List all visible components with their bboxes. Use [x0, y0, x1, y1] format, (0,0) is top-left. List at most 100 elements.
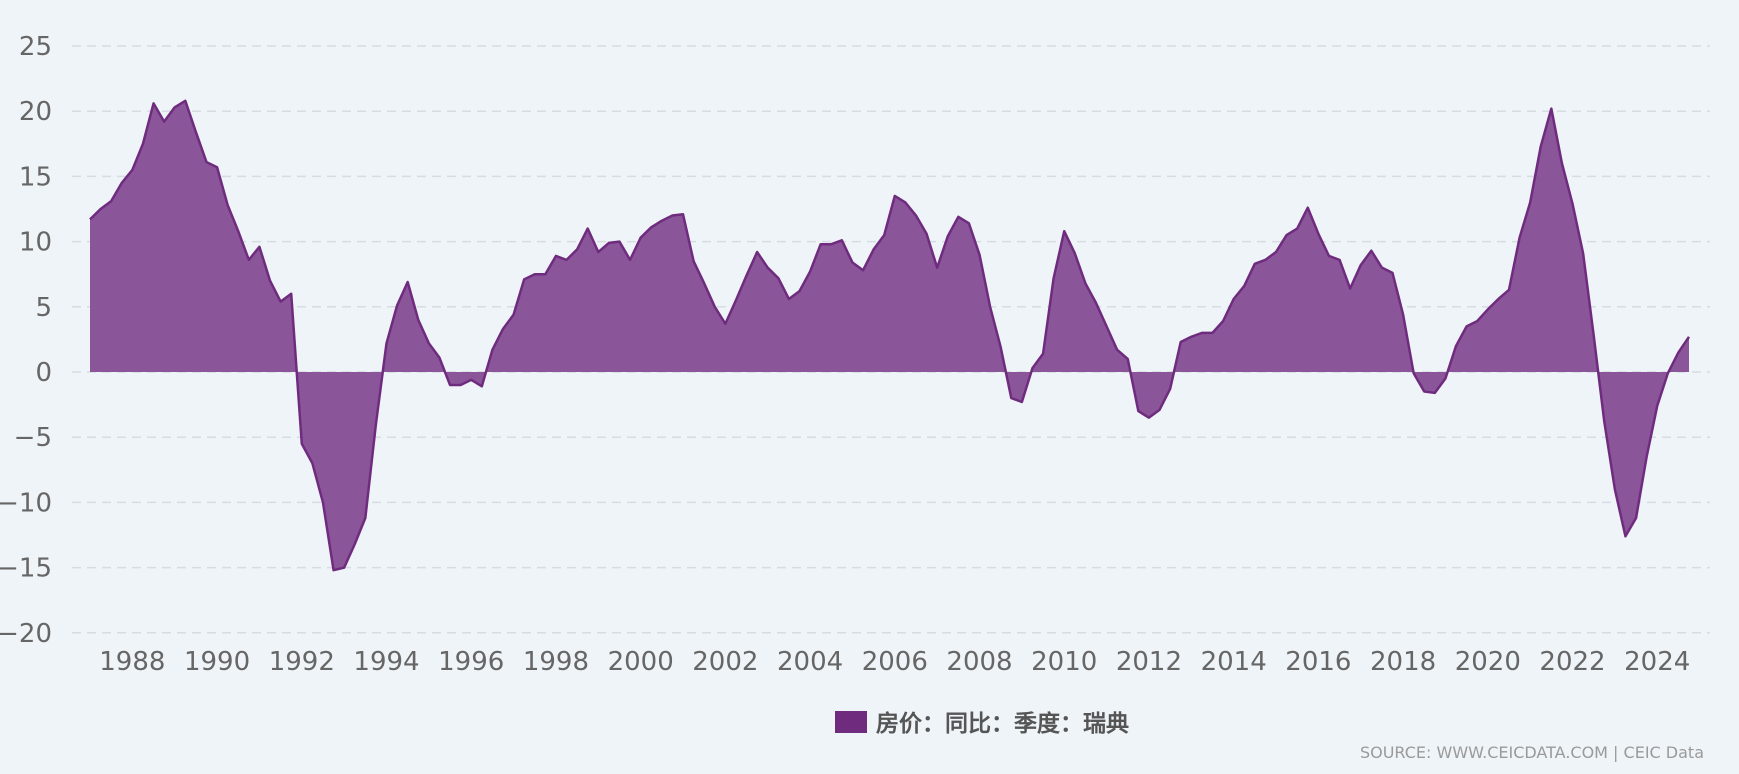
data-point[interactable]: [415, 317, 421, 323]
data-point[interactable]: [1453, 343, 1459, 349]
data-point[interactable]: [87, 216, 93, 222]
data-point[interactable]: [1284, 232, 1290, 238]
data-point[interactable]: [1665, 370, 1671, 376]
data-point[interactable]: [1580, 250, 1586, 256]
data-point[interactable]: [902, 199, 908, 205]
data-point[interactable]: [331, 567, 337, 573]
data-point[interactable]: [765, 265, 771, 271]
data-point[interactable]: [1040, 351, 1046, 357]
data-point[interactable]: [521, 276, 527, 282]
data-point[interactable]: [1093, 300, 1099, 306]
data-point[interactable]: [1379, 265, 1385, 271]
data-point[interactable]: [1188, 334, 1194, 340]
data-point[interactable]: [542, 271, 548, 277]
data-point[interactable]: [892, 193, 898, 199]
data-point[interactable]: [1104, 323, 1110, 329]
data-point[interactable]: [1411, 370, 1417, 376]
source-label[interactable]: SOURCE: WWW.CEICDATA.COM | CEIC Data: [1360, 743, 1704, 762]
data-point[interactable]: [384, 340, 390, 346]
data-point[interactable]: [945, 233, 951, 239]
data-point[interactable]: [998, 344, 1004, 350]
data-point[interactable]: [680, 211, 686, 217]
series-line[interactable]: [89, 99, 1691, 572]
data-point[interactable]: [881, 232, 887, 238]
data-point[interactable]: [955, 214, 961, 220]
data-point[interactable]: [119, 180, 125, 186]
data-point[interactable]: [1262, 257, 1268, 263]
data-point[interactable]: [1390, 270, 1396, 276]
data-point[interactable]: [1337, 257, 1343, 263]
data-point[interactable]: [1527, 199, 1533, 205]
data-point[interactable]: [606, 240, 612, 246]
data-point[interactable]: [659, 218, 665, 224]
data-point[interactable]: [1220, 318, 1226, 324]
data-point[interactable]: [722, 321, 728, 327]
data-point[interactable]: [1538, 143, 1544, 149]
data-point[interactable]: [701, 280, 707, 286]
data-point[interactable]: [1114, 347, 1120, 353]
data-point[interactable]: [225, 202, 231, 208]
data-point[interactable]: [172, 104, 178, 110]
data-point[interactable]: [426, 340, 432, 346]
data-point[interactable]: [320, 499, 326, 505]
data-point[interactable]: [405, 279, 411, 285]
data-point[interactable]: [1675, 349, 1681, 355]
data-point[interactable]: [627, 257, 633, 263]
data-point[interactable]: [1051, 275, 1057, 281]
data-point[interactable]: [1400, 312, 1406, 318]
data-point[interactable]: [1622, 533, 1628, 539]
data-point[interactable]: [1686, 334, 1692, 340]
data-point[interactable]: [1315, 231, 1321, 237]
data-point[interactable]: [1167, 386, 1173, 392]
data-point[interactable]: [511, 312, 517, 318]
data-point[interactable]: [744, 273, 750, 279]
data-point[interactable]: [1517, 235, 1523, 241]
data-point[interactable]: [1506, 287, 1512, 293]
data-point[interactable]: [1464, 323, 1470, 329]
data-point[interactable]: [246, 257, 252, 263]
data-point[interactable]: [733, 297, 739, 303]
data-point[interactable]: [1072, 250, 1078, 256]
legend[interactable]: 房价：同比：季度：瑞典: [835, 710, 1129, 737]
data-point[interactable]: [564, 257, 570, 263]
data-point[interactable]: [182, 98, 188, 104]
data-point[interactable]: [1358, 262, 1364, 268]
data-point[interactable]: [1125, 356, 1131, 362]
data-point[interactable]: [98, 206, 104, 212]
data-point[interactable]: [1591, 332, 1597, 338]
data-point[interactable]: [1644, 454, 1650, 460]
data-point[interactable]: [1008, 395, 1014, 401]
data-point[interactable]: [256, 244, 262, 250]
data-point[interactable]: [966, 220, 972, 226]
data-point[interactable]: [924, 231, 930, 237]
data-point[interactable]: [1082, 280, 1088, 286]
data-point[interactable]: [193, 129, 199, 135]
data-point[interactable]: [754, 249, 760, 255]
data-point[interactable]: [977, 252, 983, 258]
data-point[interactable]: [1019, 399, 1025, 405]
data-point[interactable]: [1135, 408, 1141, 414]
data-point[interactable]: [458, 382, 464, 388]
data-point[interactable]: [1495, 296, 1501, 302]
data-point[interactable]: [669, 213, 675, 219]
data-point[interactable]: [151, 100, 157, 106]
data-point[interactable]: [1146, 415, 1152, 421]
data-point[interactable]: [1368, 248, 1374, 254]
data-point[interactable]: [849, 259, 855, 265]
data-point[interactable]: [1654, 403, 1660, 409]
data-point[interactable]: [934, 265, 940, 271]
data-point[interactable]: [1241, 283, 1247, 289]
data-point[interactable]: [595, 249, 601, 255]
data-point[interactable]: [616, 239, 622, 245]
data-point[interactable]: [691, 258, 697, 264]
data-point[interactable]: [786, 296, 792, 302]
data-point[interactable]: [288, 291, 294, 297]
data-point[interactable]: [574, 246, 580, 252]
data-point[interactable]: [1199, 330, 1205, 336]
data-point[interactable]: [500, 326, 506, 332]
data-point[interactable]: [394, 303, 400, 309]
data-point[interactable]: [1559, 160, 1565, 166]
data-point[interactable]: [775, 275, 781, 281]
data-point[interactable]: [1273, 249, 1279, 255]
data-point[interactable]: [1485, 306, 1491, 312]
